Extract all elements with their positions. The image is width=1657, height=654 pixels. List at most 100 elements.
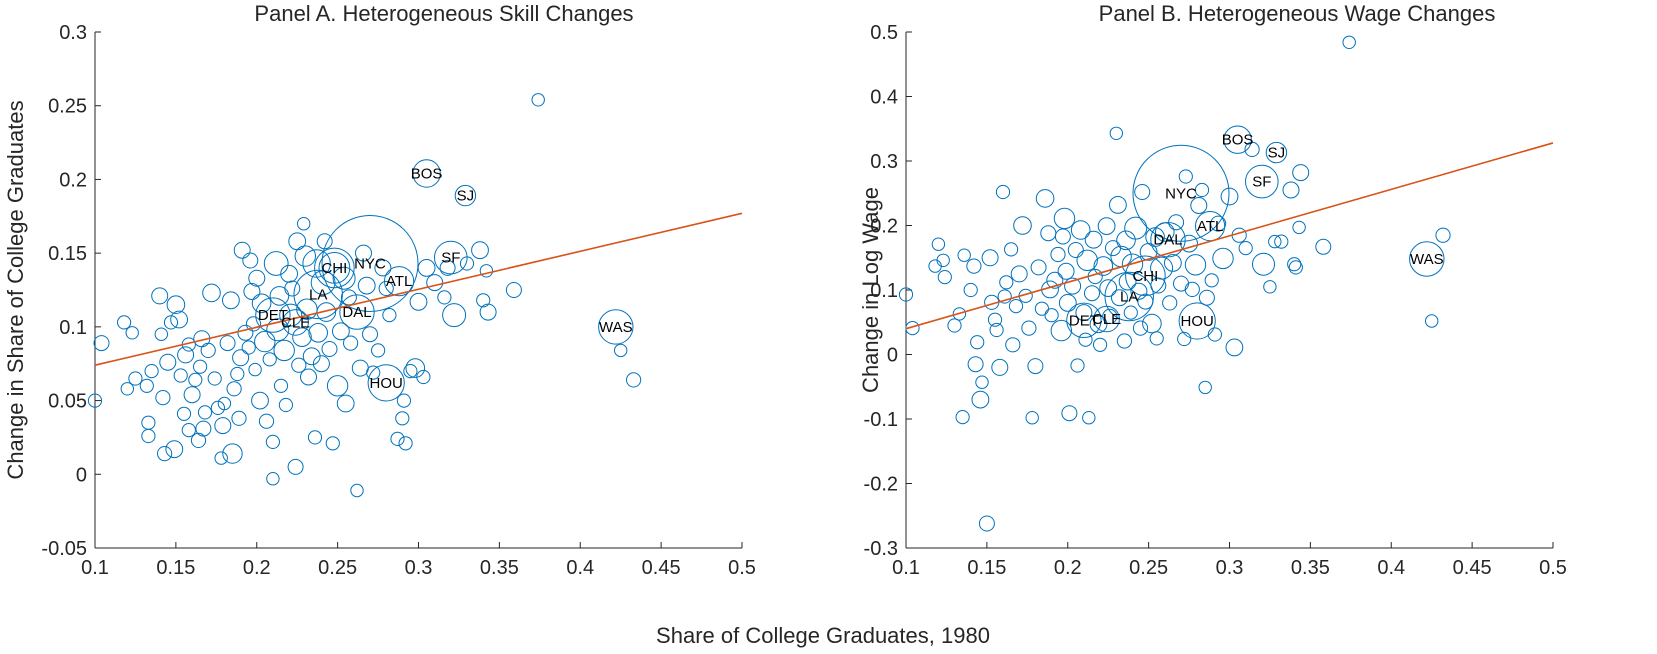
- data-bubble: [367, 364, 405, 402]
- data-bubble: [262, 352, 277, 367]
- data-bubble: [230, 366, 245, 382]
- data-bubble: [316, 302, 337, 322]
- data-bubble: [1150, 222, 1186, 258]
- data-bubble: [170, 310, 189, 329]
- city-label: DET: [258, 307, 288, 324]
- data-bubble: [163, 315, 179, 330]
- x-tick-label: 0.2: [243, 557, 271, 579]
- data-bubble: [1207, 327, 1223, 342]
- data-bubble: [200, 342, 216, 358]
- data-bubble: [1173, 275, 1189, 292]
- city-label: BOS: [411, 166, 443, 183]
- panel-b-x-axis: 0.1 0.15 0.2 0.25 0.3 0.35 0.4 0.45 0.5: [892, 542, 1567, 579]
- data-bubble: [1025, 411, 1039, 425]
- data-bubble: [1210, 215, 1227, 232]
- data-bubble: [1204, 273, 1219, 288]
- data-bubble: [93, 335, 110, 352]
- data-bubble: [1435, 227, 1451, 243]
- data-bubble: [1070, 220, 1091, 240]
- data-bubble: [995, 184, 1011, 200]
- data-bubble: [1093, 305, 1120, 333]
- data-bubble: [332, 266, 356, 290]
- x-tick-label: 0.1: [81, 557, 109, 579]
- data-bubble: [1225, 338, 1244, 357]
- data-bubble: [981, 249, 999, 267]
- y-tick-label: -0.3: [864, 538, 898, 560]
- x-tick-label: 0.5: [728, 557, 756, 579]
- data-bubble: [197, 405, 213, 420]
- data-bubble: [957, 248, 971, 262]
- data-bubble: [1123, 305, 1138, 320]
- data-bubble: [366, 365, 381, 380]
- data-bubble: [479, 264, 494, 278]
- data-bubble: [931, 237, 946, 251]
- data-bubble: [321, 215, 419, 312]
- data-bubble: [332, 322, 350, 341]
- panel-b-y-axis: -0.3 -0.2 -0.1 0 0.1 0.2 0.3 0.4 0.5: [864, 22, 912, 560]
- data-bubble: [284, 280, 301, 297]
- data-bubble: [214, 451, 228, 465]
- data-bubble: [217, 396, 232, 411]
- data-bubble: [307, 430, 323, 445]
- city-label: CHI: [321, 260, 347, 277]
- data-bubble: [297, 217, 311, 231]
- data-bubble: [1139, 243, 1158, 261]
- fit-line: [94, 212, 743, 366]
- y-tick-label: 0.2: [870, 216, 898, 238]
- data-bubble: [1111, 289, 1128, 307]
- data-bubble: [390, 431, 405, 446]
- data-bubble: [243, 283, 261, 300]
- data-bubble: [1013, 216, 1032, 235]
- data-bubble: [269, 286, 290, 306]
- x-tick-label: 0.45: [642, 557, 681, 579]
- data-bubble: [188, 372, 203, 387]
- data-bubble: [437, 290, 452, 305]
- data-bubble: [302, 249, 331, 278]
- y-tick-label: 0.5: [870, 22, 898, 44]
- data-bubble: [1109, 196, 1127, 214]
- y-tick-label: 0.1: [870, 280, 898, 302]
- data-bubble: [1118, 272, 1137, 291]
- data-bubble: [442, 303, 467, 328]
- data-bubble: [1282, 181, 1300, 199]
- fit-line: [905, 142, 1554, 330]
- data-bubble: [165, 440, 184, 459]
- data-bubble: [970, 335, 985, 350]
- data-bubble: [195, 420, 212, 437]
- data-bubble: [325, 436, 340, 451]
- x-tick-label: 0.25: [1129, 557, 1168, 579]
- data-bubble: [1061, 405, 1078, 422]
- data-bubble: [598, 309, 634, 345]
- data-bubble: [1030, 259, 1047, 276]
- data-bubble: [1287, 257, 1302, 272]
- panel-a: Panel A. Heterogeneous Skill Changes -0.…: [3, 1, 756, 579]
- data-bubble: [999, 275, 1014, 290]
- data-bubble: [207, 371, 222, 386]
- city-label: ATL: [1197, 218, 1223, 235]
- data-bubble: [173, 368, 188, 383]
- data-bubble: [87, 393, 103, 408]
- data-bubble: [1010, 265, 1028, 283]
- data-bubble: [409, 292, 428, 311]
- city-label: CLE: [1092, 311, 1121, 328]
- data-bubble: [1067, 242, 1084, 258]
- data-bubble: [343, 335, 359, 351]
- data-bubble: [1342, 35, 1356, 49]
- city-label: DET: [1069, 312, 1099, 329]
- data-bubble: [1008, 299, 1024, 314]
- y-tick-label: -0.2: [864, 474, 898, 496]
- data-bubble: [398, 436, 413, 451]
- x-tick-label: 0.15: [967, 557, 1006, 579]
- data-bubble: [1425, 314, 1439, 328]
- data-bubble: [1137, 293, 1154, 310]
- city-label: NYC: [1165, 185, 1197, 202]
- data-bubble: [1409, 241, 1445, 277]
- data-bubble: [978, 515, 995, 532]
- panel-a-x-axis: 0.1 0.15 0.2 0.25 0.3 0.35 0.4 0.45 0.5: [81, 542, 756, 579]
- data-bubble: [1093, 256, 1114, 276]
- data-bubble: [154, 327, 169, 341]
- y-tick-label: 0.15: [48, 243, 87, 265]
- y-tick-label: 0.05: [48, 391, 87, 413]
- data-bubble: [222, 291, 240, 310]
- data-bubble: [971, 390, 990, 409]
